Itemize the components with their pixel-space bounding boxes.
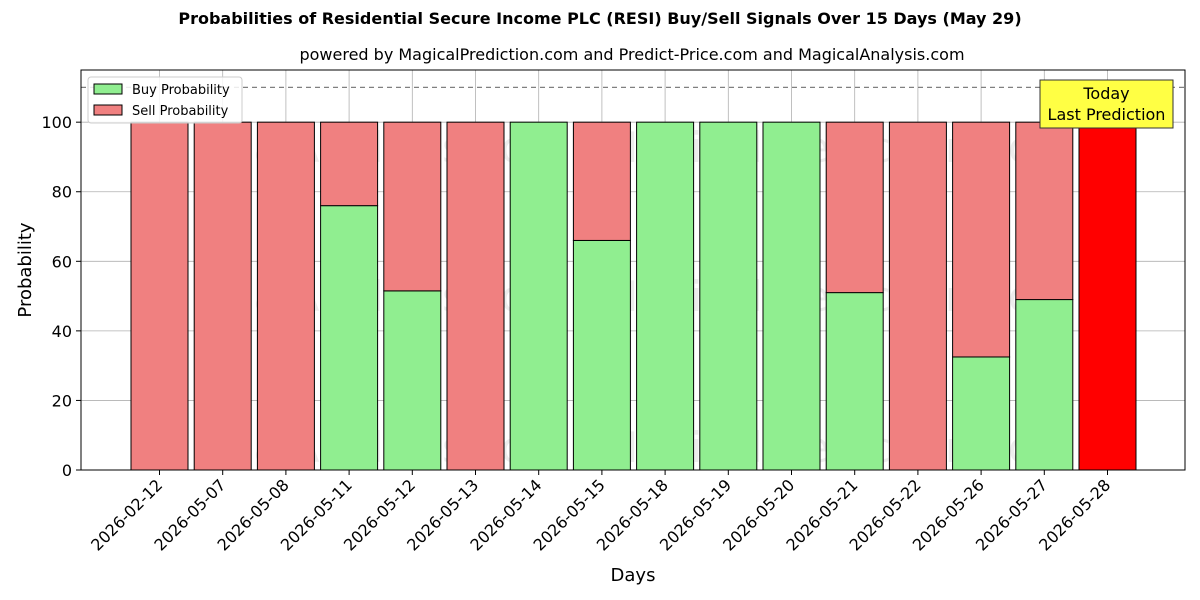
y-tick-label: 20 bbox=[52, 391, 72, 410]
bar-sell bbox=[446, 121, 505, 471]
legend-swatch bbox=[93, 104, 123, 116]
legend: Buy Probability Sell Probability bbox=[87, 76, 243, 124]
bar-sell bbox=[383, 121, 442, 292]
y-tick-label: 80 bbox=[52, 183, 72, 202]
y-tick-label: 60 bbox=[52, 252, 72, 271]
bar-sell bbox=[572, 121, 631, 241]
bar-buy bbox=[952, 356, 1011, 471]
bar-buy bbox=[572, 239, 631, 471]
bar-sell bbox=[825, 121, 884, 294]
bar-sell bbox=[952, 121, 1011, 358]
bar-buy bbox=[509, 121, 568, 471]
y-axis-ticks: 0 20 40 60 80 100 bbox=[41, 113, 81, 480]
y-tick-label: 40 bbox=[52, 322, 72, 341]
y-axis-label: Probability bbox=[15, 222, 36, 317]
legend-label: Sell Probability bbox=[132, 104, 229, 119]
annotation-text: Today bbox=[1082, 84, 1129, 103]
bar-today-prediction bbox=[1078, 121, 1137, 471]
bar-sell bbox=[888, 121, 947, 471]
annotation-box bbox=[1039, 79, 1174, 129]
chart-subtitle: powered by MagicalPrediction.com and Pre… bbox=[299, 45, 965, 64]
y-tick-label: 100 bbox=[41, 113, 72, 132]
bar-buy bbox=[1015, 299, 1074, 471]
bar-buy bbox=[762, 121, 821, 471]
bar-sell bbox=[320, 121, 379, 207]
bar-sell bbox=[256, 121, 315, 471]
bars bbox=[130, 121, 1137, 471]
bar-buy bbox=[825, 292, 884, 471]
bar-sell bbox=[193, 121, 252, 471]
legend-label: Buy Probability bbox=[132, 83, 230, 98]
today-annotation: Today Last Prediction bbox=[1039, 79, 1174, 129]
annotation-text: Last Prediction bbox=[1048, 105, 1166, 124]
bar-buy bbox=[699, 121, 758, 471]
legend-swatch bbox=[93, 83, 123, 95]
x-axis-ticks: 2026-02-122026-05-072026-05-082026-05-11… bbox=[87, 470, 1114, 555]
y-tick-label: 0 bbox=[62, 461, 72, 480]
legend-box bbox=[87, 76, 243, 124]
plot-frame bbox=[80, 69, 1186, 471]
bar-buy bbox=[320, 205, 379, 471]
bar-sell bbox=[1015, 121, 1074, 301]
bar-buy bbox=[636, 121, 695, 471]
chart-title: Probabilities of Residential Secure Inco… bbox=[178, 9, 1022, 28]
bar-buy bbox=[383, 290, 442, 471]
x-axis-label: Days bbox=[611, 565, 656, 586]
bar-sell bbox=[130, 121, 189, 471]
